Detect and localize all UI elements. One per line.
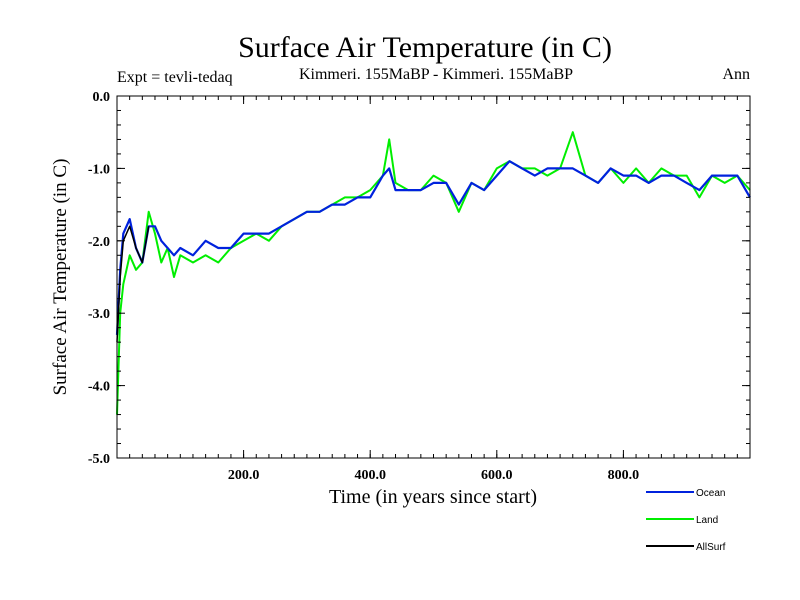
series-layer (115, 131, 751, 415)
y-tick-label: -4.0 (88, 380, 110, 395)
plot-frame (116, 95, 751, 459)
series-line-ocean (115, 160, 751, 335)
y-tick-label: 0.0 (93, 90, 111, 105)
axes-layer: 0.0 -1.0 -2.0 -3.0 -4.0 -5.0 200.0 400.0 600.0 80… (88, 90, 751, 483)
y-tick-label: -3.0 (88, 307, 110, 322)
chart-subtitle-left: Expt = tevli-tedaq (117, 69, 233, 86)
series-line-land (116, 131, 751, 415)
chart-subtitle-center: Kimmeri. 155MaBP - Kimmeri. 155MaBP (299, 66, 573, 83)
x-tick-label: 200.0 (228, 468, 260, 483)
series-line-allsurf (116, 225, 150, 343)
legend: Ocean Land AllSurf (646, 488, 726, 553)
y-tick-label: -1.0 (88, 162, 110, 177)
x-tick-label: 600.0 (481, 468, 513, 483)
legend-label-allsurf: AllSurf (696, 542, 726, 553)
x-tick-label: 800.0 (608, 468, 640, 483)
x-tick-label: 400.0 (354, 468, 386, 483)
y-tick-label: -5.0 (88, 452, 110, 467)
legend-label-land: Land (696, 515, 718, 526)
legend-label-ocean: Ocean (696, 488, 725, 499)
chart-subtitle-right: Ann (722, 66, 750, 83)
chart-title: Surface Air Temperature (in C) (238, 31, 612, 64)
y-tick-label: -2.0 (88, 235, 110, 250)
y-axis-label: Surface Air Temperature (in C) (50, 159, 71, 396)
x-axis-label: Time (in years since start) (329, 486, 537, 508)
